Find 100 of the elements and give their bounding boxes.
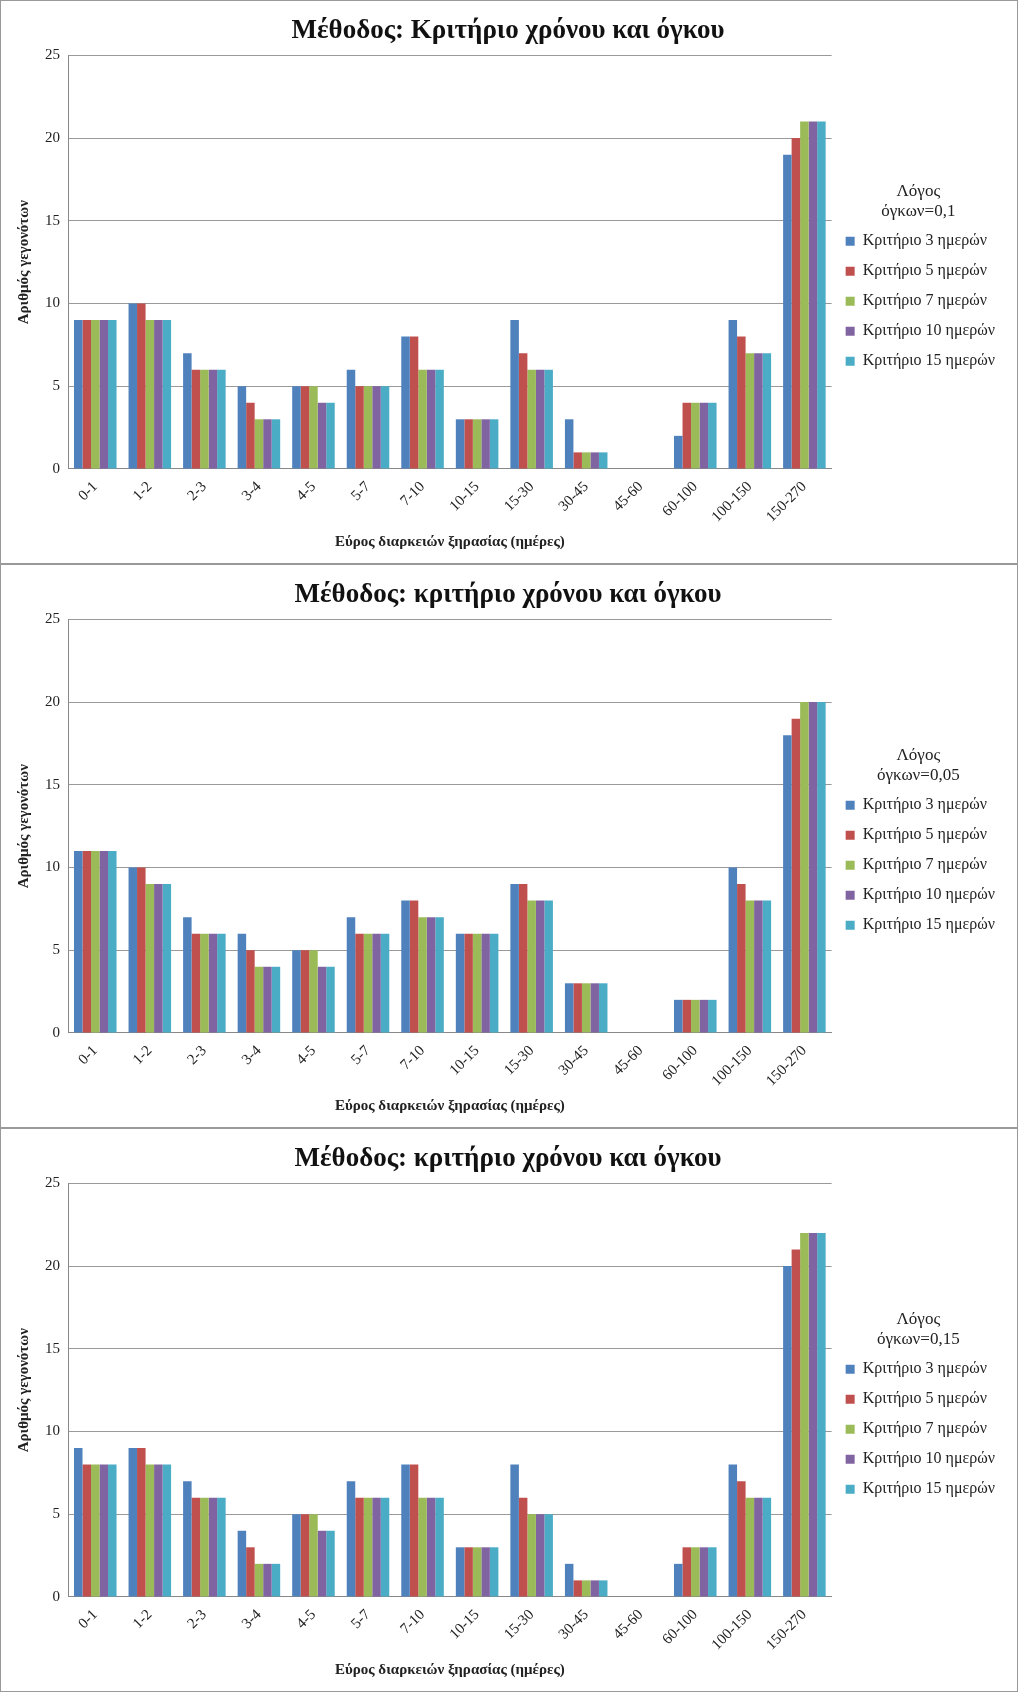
bar: [472, 933, 482, 1033]
bar: [481, 933, 490, 1033]
x-axis-title: Εύρος διαρκειών ξηρασίας (ημέρες): [334, 532, 565, 550]
bar: [372, 386, 381, 469]
legend-label: Κριτήριο 15 ημερών: [862, 915, 995, 934]
bar: [355, 933, 364, 1033]
bar: [535, 1514, 545, 1597]
bar: [464, 933, 473, 1033]
y-tick-label: 20: [45, 1257, 60, 1274]
y-tick-label: 20: [45, 693, 60, 710]
bar: [527, 369, 536, 469]
legend-title: Λόγος όγκων=0,15: [877, 1308, 960, 1349]
bar: [573, 983, 582, 1033]
bar: [674, 1563, 683, 1597]
x-tick-label: 5-7: [347, 1605, 374, 1632]
bar: [108, 320, 117, 469]
bar: [426, 369, 436, 469]
bar: [783, 1266, 792, 1597]
bar: [754, 900, 763, 1033]
chart-title: Μέθοδος: Κριτήριο χρόνου και όγκου: [291, 14, 725, 45]
bar: [317, 1530, 327, 1597]
bar: [401, 900, 410, 1033]
bar: [472, 419, 482, 469]
bar: [728, 867, 738, 1033]
y-axis-title: Αριθμός γεγονότων: [14, 763, 31, 889]
bar: [481, 1547, 490, 1597]
bar: [762, 900, 772, 1033]
bar: [128, 1448, 138, 1597]
legend-label: Κριτήριο 10 ημερών: [862, 321, 995, 340]
bar: [263, 419, 272, 469]
bar: [137, 1448, 146, 1597]
bar: [237, 1530, 247, 1597]
bar: [363, 386, 373, 469]
y-tick-label: 5: [52, 941, 60, 958]
x-tick-label: 1-2: [129, 477, 155, 504]
bar: [691, 999, 700, 1033]
legend-label: Κριτήριο 5 ημερών: [862, 261, 987, 280]
bar: [317, 402, 327, 469]
bar: [401, 1464, 410, 1597]
legend-label: Κριτήριο 15 ημερών: [862, 1479, 995, 1498]
bar: [99, 850, 109, 1033]
y-tick-label: 10: [45, 858, 60, 875]
bar: [145, 1464, 155, 1597]
bar: [783, 735, 792, 1033]
bar: [527, 900, 536, 1033]
bar: [271, 966, 281, 1033]
legend-label: Κριτήριο 15 ημερών: [862, 351, 995, 370]
bar: [518, 353, 528, 469]
bar: [154, 320, 163, 469]
bar: [355, 386, 364, 469]
bar: [518, 884, 528, 1033]
bar: [292, 950, 301, 1033]
bar: [346, 1481, 356, 1597]
x-tick-label: 1-2: [129, 1605, 155, 1632]
bar: [74, 850, 83, 1033]
bar: [128, 303, 138, 469]
legend-label: Κριτήριο 7 ημερών: [862, 855, 987, 874]
bar: [326, 402, 335, 469]
y-tick-label: 15: [45, 211, 60, 228]
bar: [380, 386, 390, 469]
y-axis-title: Αριθμός γεγονότων: [14, 1327, 31, 1453]
bar: [300, 950, 310, 1033]
y-tick-label: 25: [45, 1174, 60, 1191]
bar: [74, 1448, 83, 1597]
legend-label: Κριτήριο 10 ημερών: [862, 885, 995, 904]
bar: [326, 1530, 335, 1597]
bar: [154, 1464, 163, 1597]
bar: [82, 850, 92, 1033]
bar: [346, 917, 356, 1033]
bar: [544, 369, 553, 469]
bar: [254, 966, 264, 1033]
bar: [783, 154, 792, 469]
bar: [154, 884, 163, 1033]
bar: [564, 419, 574, 469]
bar: [162, 884, 172, 1033]
bar: [435, 369, 444, 469]
bar: [309, 950, 318, 1033]
bar: [745, 1497, 755, 1597]
x-tick-label: 2-3: [183, 1605, 210, 1632]
bar: [699, 1547, 709, 1597]
x-axis-title: Εύρος διαρκειών ξηρασίας (ημέρες): [334, 1096, 565, 1114]
bar: [682, 402, 692, 469]
bar: [74, 320, 83, 469]
x-tick-label: 2-3: [183, 477, 210, 504]
y-tick-label: 5: [52, 1505, 60, 1522]
legend-label: Κριτήριο 3 ημερών: [862, 795, 987, 814]
bar: [598, 983, 608, 1033]
bar: [464, 419, 473, 469]
bar: [183, 917, 192, 1033]
legend-label: Κριτήριο 7 ημερών: [862, 1419, 987, 1438]
y-axis-title: Αριθμός γεγονότων: [14, 199, 31, 325]
bar: [208, 369, 218, 469]
bar: [355, 1497, 364, 1597]
x-tick-label: 5-7: [347, 1041, 374, 1068]
bar: [363, 933, 373, 1033]
bar: [800, 702, 809, 1033]
bar: [363, 1497, 373, 1597]
x-tick-label: 5-7: [347, 477, 374, 504]
y-tick-label: 0: [52, 1587, 60, 1604]
y-tick-label: 20: [45, 129, 60, 146]
